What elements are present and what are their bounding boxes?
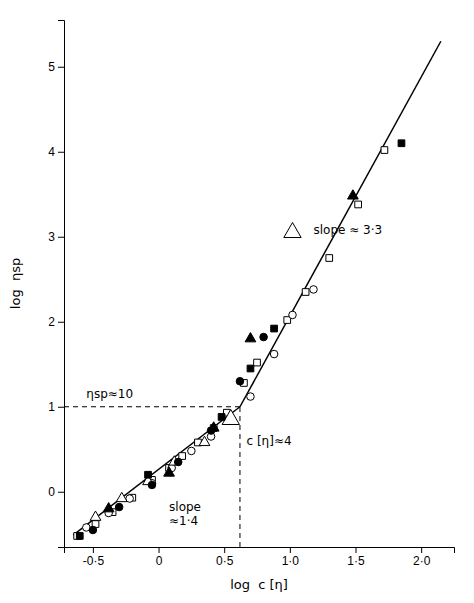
point [164,467,175,476]
point [236,377,244,385]
point [76,533,83,540]
tick-label: 1 [48,400,55,414]
point [103,503,114,512]
tick-mark [58,322,64,323]
point [116,492,127,501]
annotation: ηsp≈10 [86,387,133,401]
point [326,255,333,262]
annotation: slope≈1·4 [169,500,201,528]
annotations: slope≈1·4 slope ≈ 3·3 ηsp≈10 c [η]≈4 [86,223,382,528]
tick-mark [58,152,64,153]
x-axis: -0·5 0 0·5 1·0 1·5 2·0 [65,547,455,568]
tick-label: 4 [48,145,55,159]
point-series [222,222,301,424]
point [89,526,97,534]
tick-label: 0 [48,485,55,499]
tick-mark [224,547,225,553]
x-axis-line [65,548,455,554]
tick: 0 [48,485,64,499]
point [218,414,225,421]
point-series [90,413,236,520]
tick-mark [159,547,160,553]
point [174,458,182,466]
point [188,447,196,455]
point [398,140,405,147]
tick: 2·0 [413,547,431,568]
point [260,333,268,341]
tick-mark [421,547,422,553]
tick-mark [356,547,357,553]
point-series [74,147,388,540]
plot-area: -0·5 0 0·5 1·0 1·5 2·0 0 1 2 3 4 5 log c [η] log ηsp s… [8,21,455,593]
point-series [89,333,267,534]
point [381,147,388,154]
reference-line [239,407,240,547]
tick-mark [58,407,64,408]
tick-label: -0·5 [83,554,105,568]
point-series [83,286,318,532]
point [90,511,101,520]
fit-line [73,407,240,535]
y-axis: 0 1 2 3 4 5 [48,21,64,548]
point [208,422,219,431]
tick: -0·5 [83,547,105,568]
point [247,365,254,372]
tick-label: 1·5 [347,554,365,568]
chart-container: -0·5 0 0·5 1·0 1·5 2·0 0 1 2 3 4 5 log c [η] log ηsp s… [0,0,474,603]
reference-line [64,406,240,407]
tick-label: 0·5 [216,554,234,568]
tick: 1·0 [282,547,300,568]
tick-mark [58,67,64,68]
point-series [103,190,358,512]
tick: 5 [48,60,64,74]
tick-label: 3 [48,230,55,244]
point [284,222,301,237]
tick-label: 1·0 [282,554,300,568]
point [199,436,210,445]
point [289,311,297,319]
tick: 3 [48,230,64,244]
fit-line [240,41,441,407]
point [270,350,278,358]
tick-label: 0 [156,554,163,568]
tick-mark [93,547,94,553]
point [310,286,318,294]
tick: 2 [48,315,64,329]
point [148,481,156,489]
point [355,201,362,208]
tick: 1 [48,400,64,414]
tick-label: 2 [48,315,55,329]
tick: 0·5 [216,547,234,568]
marks [64,41,441,547]
tick-label: 5 [48,60,55,74]
point [245,333,256,342]
tick: 1·5 [347,547,365,568]
y-axis-title: log ηsp [8,258,23,309]
chart-svg: -0·5 0 0·5 1·0 1·5 2·0 0 1 2 3 4 5 log c [η] log ηsp s… [0,0,474,603]
point [271,325,278,332]
point [254,359,261,366]
point-series [76,140,404,539]
tick-mark [290,547,291,553]
point [247,393,255,401]
point [348,190,359,199]
annotation-line: ≈1·4 [169,514,198,528]
point [302,289,309,296]
point [145,471,152,478]
annotation: c [η]≈4 [247,434,292,448]
point [115,503,123,511]
y-axis-line [58,21,65,548]
annotation-line: slope [169,500,201,514]
tick-mark [58,237,64,238]
tick: 0 [156,547,163,568]
annotation: slope ≈ 3·3 [313,223,382,237]
tick-label: 2·0 [413,554,431,568]
x-axis-title: log c [η] [230,577,288,592]
tick-mark [58,492,64,493]
tick: 4 [48,145,64,159]
